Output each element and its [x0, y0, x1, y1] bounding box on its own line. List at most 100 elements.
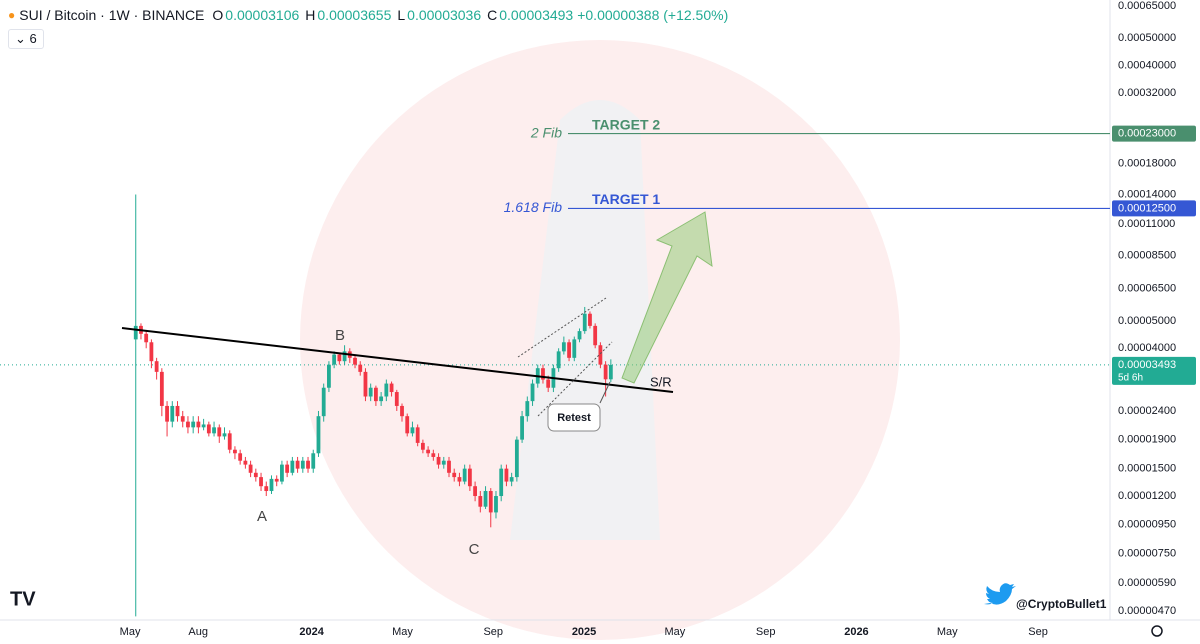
candle-body: [274, 478, 279, 482]
candle-body: [384, 383, 389, 397]
candle-body: [280, 464, 284, 482]
ohlc-value: 0.00003493: [499, 7, 574, 23]
annotation: S/R: [650, 374, 672, 389]
candle-body: [196, 421, 201, 428]
candle-body: [494, 496, 498, 513]
candle-body: [478, 496, 483, 507]
target-name: TARGET 2: [592, 116, 660, 132]
candle-body: [525, 401, 530, 417]
candle-body: [556, 351, 561, 369]
y-tick-label: 0.00001900: [1118, 434, 1176, 446]
x-tick-label: May: [392, 626, 413, 638]
candle-body: [321, 387, 326, 417]
candle-body: [264, 486, 269, 492]
candle-body: [165, 405, 169, 422]
ohlc-value: 0.00003036: [407, 7, 482, 23]
candle-body: [253, 472, 258, 478]
candle-body: [159, 371, 164, 406]
candle-body: [488, 491, 493, 513]
candle-body: [400, 405, 404, 417]
candle-body: [133, 325, 138, 340]
candle-body: [499, 468, 504, 497]
y-tick-label: 0.00000950: [1118, 519, 1176, 531]
candle-body: [316, 416, 321, 454]
y-tick-label: 0.00065000: [1118, 0, 1176, 12]
channel-line: [517, 297, 607, 358]
candle-body: [598, 345, 603, 365]
y-tick-label: 0.00000750: [1118, 548, 1176, 560]
y-tick-label: 0.00014000: [1118, 188, 1176, 200]
candle-body: [530, 383, 535, 402]
ohlc-key: C: [487, 7, 498, 23]
candle-body: [154, 361, 159, 372]
candle-body: [217, 427, 222, 437]
annotation: A: [257, 508, 267, 525]
callout-box: [547, 403, 601, 432]
candle-body: [295, 460, 300, 469]
candle-body: [588, 313, 592, 326]
candle-body: [457, 477, 462, 482]
candle-body: [170, 405, 175, 422]
candle-body: [473, 486, 477, 497]
candle-body: [238, 453, 243, 461]
candle-body: [206, 424, 211, 434]
x-tick-label: Sep: [483, 626, 503, 638]
y-tick-label: 0.00032000: [1118, 87, 1176, 99]
y-tick-label: 0.00001500: [1118, 463, 1176, 475]
candle-body: [509, 477, 514, 482]
candle-body: [374, 387, 378, 402]
candle-body: [431, 453, 436, 457]
candle-body: [572, 339, 577, 358]
y-tick-label: 0.00004000: [1118, 342, 1176, 354]
candle-body: [358, 364, 363, 372]
x-tick-label: May: [937, 626, 958, 638]
symbol: SUI / Bitcoin · 1W · BINANCE: [19, 7, 205, 23]
indicator-count: 6: [29, 31, 37, 46]
credit: @CryptoBullet1: [1016, 597, 1107, 611]
header: ● SUI / Bitcoin · 1W · BINANCE O 0.000031…: [8, 7, 728, 23]
candle-body: [426, 449, 431, 454]
candle-body: [285, 464, 290, 473]
x-tick-label: Aug: [188, 626, 208, 638]
candle-body: [186, 421, 190, 428]
x-tick-label: Sep: [1028, 626, 1048, 638]
candle-body: [567, 342, 571, 358]
candle-body: [541, 368, 545, 380]
candle-body: [353, 357, 357, 365]
x-tick-label: 2025: [572, 626, 596, 638]
target-name: TARGET 1: [592, 191, 660, 207]
candle-body: [311, 453, 316, 469]
candle-body: [342, 351, 347, 362]
candle-body: [410, 427, 415, 434]
y-tick-label: 0.00000470: [1118, 605, 1176, 617]
ohlc-key: L: [397, 7, 406, 23]
candle-body: [201, 424, 206, 428]
y-tick-label: 0.00018000: [1118, 158, 1176, 170]
settings-icon[interactable]: [1151, 625, 1163, 637]
price-label-box: [1112, 125, 1196, 142]
y-tick-label: 0.00005000: [1118, 315, 1176, 327]
candle-body: [212, 427, 216, 434]
candle-body: [290, 460, 295, 473]
indicator-toggle[interactable]: ⌄ 6: [8, 29, 44, 49]
y-tick-label: 0.00001200: [1118, 490, 1176, 502]
candle-body: [180, 416, 185, 422]
candle-body: [520, 416, 524, 440]
candle-body: [363, 371, 368, 397]
ohlc-value: 0.00003106: [225, 7, 300, 23]
x-tick-label: Sep: [756, 626, 776, 638]
candle-body: [514, 439, 519, 478]
candle-body: [577, 331, 582, 340]
last-price-box: [1112, 356, 1196, 385]
x-tick-label: 2026: [844, 626, 868, 638]
candle-body: [546, 379, 551, 388]
candle-body: [269, 478, 274, 492]
candle-body: [327, 364, 331, 388]
price-label-box: [1112, 200, 1196, 217]
annotation: B: [335, 327, 345, 344]
candle-body: [227, 433, 232, 450]
ohlc-key: O: [212, 7, 224, 23]
x-tick-label: 2024: [299, 626, 324, 638]
